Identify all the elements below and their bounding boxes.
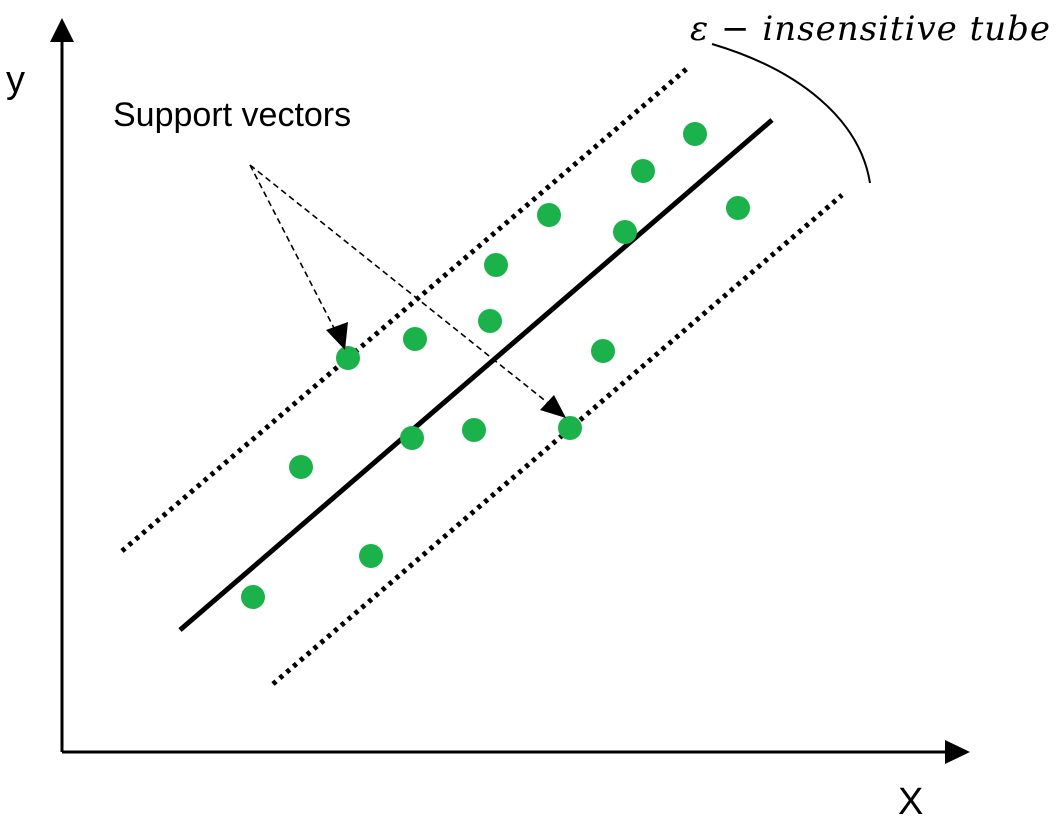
- y-axis-label: y: [6, 59, 25, 101]
- x-axis-label: X: [898, 781, 923, 823]
- data-point: [537, 203, 561, 227]
- data-point: [683, 122, 707, 146]
- upper-tube-boundary: [120, 64, 692, 553]
- support-vector-arrowhead-2: [540, 395, 566, 418]
- data-point: [613, 220, 637, 244]
- data-point: [400, 426, 424, 450]
- data-point: [631, 159, 655, 183]
- data-point: [726, 196, 750, 220]
- tube-brace-curve: [711, 43, 871, 184]
- support-vector-point: [336, 346, 360, 370]
- regression-line: [178, 118, 774, 632]
- data-point: [359, 544, 383, 568]
- lower-tube-boundary: [271, 193, 844, 686]
- tube-label: ε − insensitive tube: [690, 9, 1051, 49]
- support-vectors-label: Support vectors: [113, 96, 351, 134]
- data-point: [289, 455, 313, 479]
- support-vector-arrowhead-1: [326, 322, 348, 350]
- support-vector-pointer-2: [249, 164, 549, 404]
- support-vector-pointer-1: [249, 164, 336, 331]
- data-points: [241, 122, 750, 609]
- axes: [50, 18, 970, 764]
- data-point: [484, 253, 508, 277]
- data-point: [462, 418, 486, 442]
- support-vector-point: [558, 416, 582, 440]
- data-point: [478, 309, 502, 333]
- x-axis-arrowhead: [945, 740, 970, 764]
- data-point: [403, 327, 427, 351]
- y-axis-arrowhead: [50, 18, 74, 42]
- data-point: [241, 585, 265, 609]
- data-point: [591, 339, 615, 363]
